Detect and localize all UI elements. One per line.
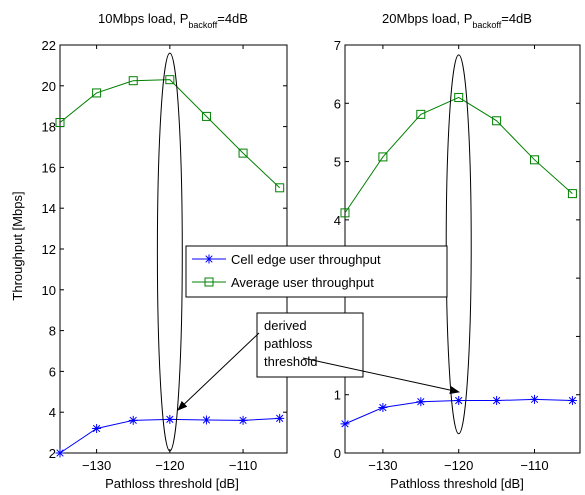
left-cell-edge-throughput-point	[238, 415, 248, 425]
annotation-derived-threshold: derived pathloss threshold	[177, 312, 460, 411]
left-cell-edge-throughput-point	[275, 413, 285, 423]
annotation-line-2: pathloss	[264, 336, 313, 351]
left-average-throughput-point	[128, 76, 138, 86]
right-chart-panel: 20Mbps load, Pbackoff=4dB Pathloss thres…	[334, 11, 581, 491]
right-title-prefix: 20Mbps load, P	[382, 11, 472, 26]
right-cell-edge-throughput-point	[567, 396, 577, 406]
left-y-tick-label: 8	[49, 324, 56, 339]
annotation-box	[256, 312, 364, 378]
left-title-suffix: =4dB	[217, 11, 248, 26]
left-x-tick-label: −110	[229, 458, 257, 473]
right-y-tick-label: 1	[334, 388, 341, 403]
left-threshold-ellipse	[156, 52, 183, 452]
right-cell-edge-throughput-point	[492, 396, 502, 406]
right-threshold-ellipse	[445, 54, 472, 435]
left-average-throughput-point	[55, 118, 65, 128]
annotation-arrow-right	[302, 357, 460, 394]
right-average-throughput-point	[378, 152, 388, 162]
left-chart-title: 10Mbps load, Pbackoff=4dB	[98, 11, 248, 30]
right-cell-edge-throughput-point	[340, 419, 350, 429]
legend-item-cell-edge: Cell edge user throughput	[192, 252, 381, 267]
right-cell-edge-throughput-point	[378, 403, 388, 413]
left-y-tick-label: 22	[42, 38, 56, 53]
legend-item-average: Average user throughput	[192, 275, 374, 290]
left-cell-edge-throughput-point	[201, 415, 211, 425]
right-cell-edge-throughput-point	[530, 394, 540, 404]
left-y-tick-label: 12	[42, 242, 56, 257]
legend-label-cell-edge: Cell edge user throughput	[231, 252, 381, 267]
left-title-subscript: backoff	[188, 20, 217, 30]
left-cell-edge-throughput-point	[128, 415, 138, 425]
right-y-tick-label: 0	[334, 446, 341, 461]
left-y-tick-label: 16	[42, 160, 56, 175]
right-y-tick-label: 7	[334, 38, 341, 53]
left-y-tick-label: 4	[49, 405, 56, 420]
left-average-throughput-point	[275, 183, 285, 193]
legend-marker-square	[204, 277, 214, 287]
left-y-tick-label: 14	[42, 201, 56, 216]
left-cell-edge-throughput-point	[92, 424, 102, 434]
left-y-tick-label: 18	[42, 120, 56, 135]
left-average-throughput-point	[165, 75, 175, 85]
right-x-tick-label: −130	[368, 458, 397, 473]
right-y-tick-label: 6	[334, 96, 341, 111]
right-average-throughput-point	[340, 208, 350, 218]
right-average-throughput-point	[492, 116, 502, 126]
legend-marker-asterisk-shape	[204, 254, 214, 264]
right-average-throughput-point	[530, 155, 540, 165]
annotation-arrow-left	[177, 332, 260, 411]
legend: Cell edge user throughput Average user t…	[185, 245, 448, 298]
right-cell-edge-throughput-point	[454, 396, 464, 406]
left-average-throughput-line	[59, 79, 281, 189]
right-average-throughput-point	[567, 189, 577, 199]
right-average-throughput-line	[344, 96, 573, 214]
left-y-tick-label: 2	[49, 446, 56, 461]
legend-label-average: Average user throughput	[231, 275, 374, 290]
right-cell-edge-throughput-point	[416, 397, 426, 407]
right-average-throughput-point	[454, 92, 464, 102]
left-cell-edge-throughput-point	[165, 414, 175, 424]
right-y-tick-label: 4	[334, 213, 341, 228]
annotation-line-3: threshold	[264, 354, 317, 369]
annotation-line-1: derived	[264, 318, 307, 333]
left-average-throughput-point	[92, 88, 102, 98]
left-x-tick-label: −120	[155, 458, 184, 473]
left-x-tick-label: −130	[82, 458, 111, 473]
legend-marker-square-shape	[204, 277, 214, 287]
left-title-prefix: 10Mbps load, P	[98, 11, 188, 26]
left-y-axis-label: Throughput [Mbps]	[10, 191, 25, 300]
left-y-tick-label: 10	[42, 283, 56, 298]
left-average-throughput-point	[238, 148, 248, 158]
right-plot-area: 01234567−130−120−110	[334, 38, 581, 473]
right-x-axis-label: Pathloss threshold [dB]	[390, 476, 524, 491]
right-chart-title: 20Mbps load, Pbackoff=4dB	[382, 11, 532, 30]
left-y-tick-label: 20	[42, 79, 56, 94]
right-title-subscript: backoff	[472, 20, 501, 30]
right-average-throughput-point	[416, 109, 426, 119]
left-average-throughput-point	[201, 111, 211, 121]
legend-marker-asterisk	[204, 254, 214, 264]
right-title-suffix: =4dB	[501, 11, 532, 26]
legend-box	[185, 245, 448, 298]
right-y-tick-label: 5	[334, 155, 341, 170]
left-y-tick-label: 6	[49, 364, 56, 379]
left-x-axis-label: Pathloss threshold [dB]	[105, 476, 239, 491]
right-x-tick-label: −120	[444, 458, 473, 473]
left-cell-edge-throughput-point	[55, 448, 65, 458]
right-x-tick-label: −110	[520, 458, 548, 473]
